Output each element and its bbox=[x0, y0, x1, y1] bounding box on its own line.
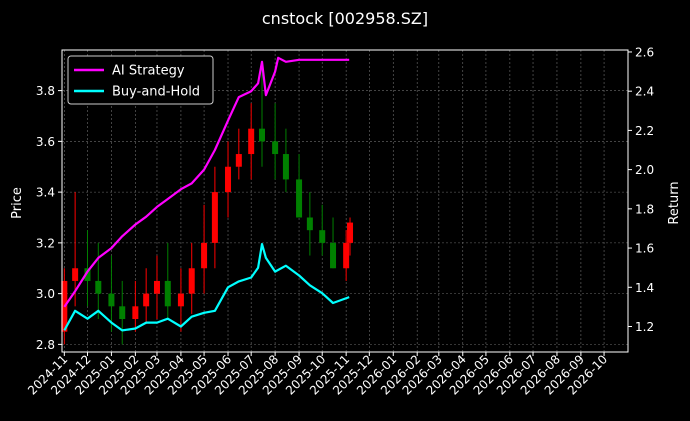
legend: AI Strategy Buy-and-Hold bbox=[67, 55, 214, 105]
y-tick-label-left: 3.6 bbox=[36, 135, 55, 149]
y-tick-label-right: 2.2 bbox=[635, 124, 654, 138]
candle-body bbox=[296, 179, 303, 218]
candle-body bbox=[343, 242, 350, 269]
price-candles bbox=[61, 65, 354, 345]
candle-body bbox=[319, 230, 326, 243]
y-tick-label-left: 3.2 bbox=[36, 236, 55, 250]
plot-frame bbox=[61, 49, 629, 353]
y-tick-label-left: 3.0 bbox=[36, 287, 55, 301]
candle-body bbox=[119, 306, 126, 320]
candle-body bbox=[153, 280, 160, 294]
candle-body bbox=[72, 268, 79, 281]
series-line-buy-and-hold bbox=[63, 243, 350, 332]
legend-frame bbox=[67, 55, 214, 105]
candle-body bbox=[201, 242, 208, 269]
candle-body bbox=[272, 141, 279, 155]
candle-body bbox=[258, 128, 265, 142]
candle-body bbox=[225, 166, 232, 193]
y-axis-label-right: Return bbox=[667, 181, 682, 224]
candle-body bbox=[306, 217, 313, 231]
y-tick-label-right: 2.0 bbox=[635, 163, 654, 177]
candle-body bbox=[248, 128, 255, 155]
candle-body bbox=[132, 306, 139, 320]
y-axis-label-left: Price bbox=[10, 187, 25, 219]
candle-body bbox=[235, 154, 242, 167]
candle-body bbox=[143, 293, 150, 307]
candle-body bbox=[108, 293, 115, 307]
candle-body bbox=[188, 268, 195, 294]
legend-label-buy-and-hold: Buy-and-Hold bbox=[112, 85, 200, 100]
y-tick-label-right: 1.4 bbox=[635, 281, 654, 295]
y-tick-label-right: 2.6 bbox=[635, 45, 654, 59]
y-tick-label-right: 2.4 bbox=[635, 85, 654, 99]
candle-body bbox=[330, 242, 337, 269]
candle-body bbox=[95, 280, 102, 294]
candle-body bbox=[282, 154, 289, 180]
candle-body bbox=[347, 222, 354, 243]
y-tick-label-left: 3.8 bbox=[36, 84, 55, 98]
y-tick-label-left: 2.8 bbox=[36, 338, 55, 352]
y-tick-label-left: 3.4 bbox=[36, 186, 55, 200]
y-tick-label-right: 1.6 bbox=[635, 242, 654, 256]
y-tick-label-right: 1.2 bbox=[635, 320, 654, 334]
legend-label-ai-strategy: AI Strategy bbox=[112, 64, 185, 79]
series-lines bbox=[63, 56, 350, 332]
series-line-ai-strategy bbox=[63, 56, 350, 308]
candle-body bbox=[211, 192, 218, 243]
y-tick-label-right: 1.8 bbox=[635, 202, 654, 216]
candle-body bbox=[164, 280, 171, 307]
candle-body bbox=[177, 293, 184, 307]
candle-body bbox=[84, 268, 91, 281]
chart-title: cnstock [002958.SZ] bbox=[262, 9, 428, 28]
